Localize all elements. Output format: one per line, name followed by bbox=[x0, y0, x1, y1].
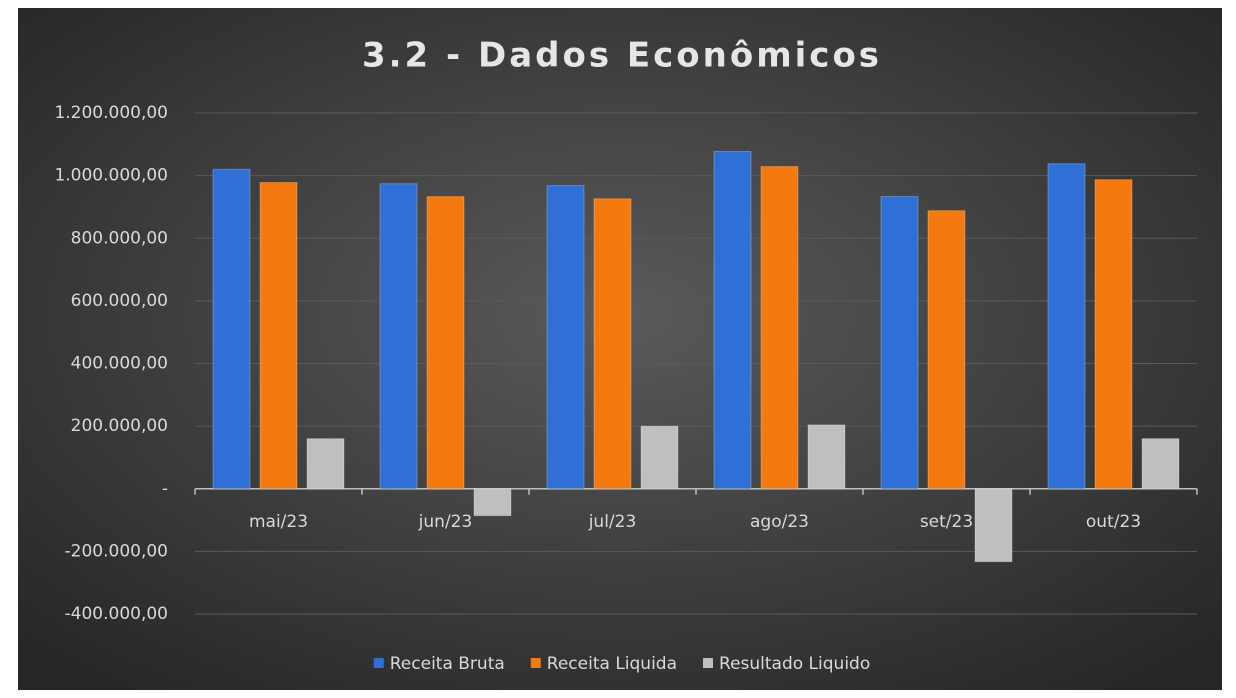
bar bbox=[880, 196, 919, 490]
y-tick-label: 200.000,00 bbox=[71, 416, 168, 436]
y-tick-label: -400.000,00 bbox=[65, 604, 168, 624]
y-tick-label: 1.200.000,00 bbox=[54, 103, 168, 123]
bar bbox=[640, 425, 679, 490]
x-tick-label: set/23 bbox=[920, 512, 973, 532]
bar bbox=[593, 198, 632, 490]
legend-label: Receita Bruta bbox=[390, 654, 505, 674]
y-tick-label: 600.000,00 bbox=[71, 291, 168, 311]
x-tick-label: mai/23 bbox=[249, 512, 308, 532]
chart-title: 3.2 - Dados Econômicos bbox=[362, 36, 882, 76]
bar bbox=[713, 151, 752, 490]
bar bbox=[1141, 438, 1180, 490]
bar bbox=[259, 182, 298, 490]
legend-swatch bbox=[703, 658, 714, 668]
x-tick-label: jun/23 bbox=[418, 512, 473, 532]
legend-swatch bbox=[373, 658, 384, 668]
bar bbox=[426, 196, 465, 490]
x-tick-label: jul/23 bbox=[588, 512, 637, 532]
legend-swatch bbox=[530, 658, 541, 668]
y-tick-label: 400.000,00 bbox=[71, 354, 168, 374]
bar bbox=[974, 488, 1013, 563]
bar bbox=[1047, 163, 1086, 490]
bar bbox=[473, 488, 512, 517]
y-tick-label: 800.000,00 bbox=[71, 228, 168, 248]
bar bbox=[546, 185, 585, 490]
legend-label: Resultado Liquido bbox=[719, 654, 870, 674]
x-tick-label: ago/23 bbox=[750, 512, 809, 532]
legend-label: Receita Liquida bbox=[547, 654, 677, 674]
x-tick-label: out/23 bbox=[1086, 512, 1141, 532]
bar bbox=[1094, 179, 1133, 490]
y-tick-label: 1.000.000,00 bbox=[54, 166, 168, 186]
bar bbox=[807, 424, 846, 490]
y-tick-label: -200.000,00 bbox=[65, 541, 168, 561]
y-tick-label: - bbox=[162, 479, 168, 499]
bar bbox=[306, 438, 345, 490]
bar bbox=[379, 183, 418, 490]
bar bbox=[927, 210, 966, 490]
bar bbox=[760, 166, 799, 490]
bar bbox=[212, 168, 251, 490]
